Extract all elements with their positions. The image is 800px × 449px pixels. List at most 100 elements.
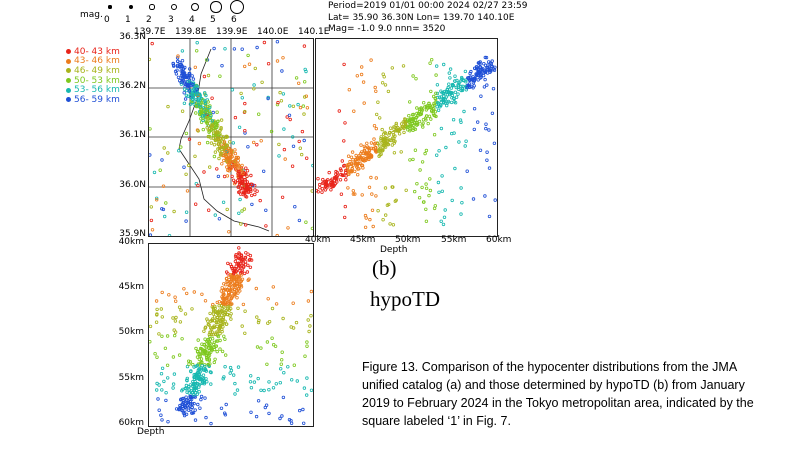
hypocenter-point <box>202 110 206 114</box>
hypocenter-point <box>249 173 253 178</box>
hypocenter-point <box>367 147 372 152</box>
hypocenter-point <box>455 78 459 83</box>
hypocenter-point <box>344 170 348 175</box>
hypocenter-point <box>379 135 383 139</box>
hypocenter-point <box>149 205 153 209</box>
hypocenter-point <box>187 89 191 93</box>
hypocenter-point <box>431 109 436 113</box>
hypocenter-point <box>191 393 196 397</box>
hypocenter-point <box>456 87 461 91</box>
hypocenter-point <box>249 193 254 198</box>
hypocenter-point <box>421 121 425 125</box>
hypocenter-point <box>460 200 464 205</box>
hypocenter-point <box>227 275 231 280</box>
hypocenter-point <box>285 115 289 119</box>
hypocenter-point <box>456 92 460 96</box>
hypocenter-point <box>232 284 237 288</box>
hypocenter-point <box>238 197 242 202</box>
hypocenter-point <box>462 78 466 83</box>
hypocenter-point <box>254 414 259 419</box>
hypocenter-point <box>246 145 250 149</box>
hypocenter-point <box>360 193 364 197</box>
hypocenter-point <box>373 146 377 150</box>
hypocenter-point <box>217 300 221 304</box>
legend-entry: 50- 53 km <box>66 76 120 86</box>
hypocenter-point <box>376 208 380 213</box>
hypocenter-point <box>191 81 195 85</box>
hypocenter-point <box>444 145 448 150</box>
magnitude-scale-circle <box>129 5 133 9</box>
hypocenter-point <box>393 134 397 138</box>
hypocenter-point <box>235 274 240 278</box>
hypocenter-point <box>211 302 215 307</box>
hypocenter-point <box>211 342 216 346</box>
hypocenter-point <box>219 289 223 293</box>
hypocenter-point <box>208 165 212 169</box>
hypocenter-point <box>277 142 281 147</box>
hypocenter-point <box>245 270 250 274</box>
hypocenter-point <box>320 190 324 194</box>
hypocenter-point <box>188 95 193 99</box>
hypocenter-point <box>243 177 247 182</box>
hypocenter-point <box>421 125 425 129</box>
hypocenter-point <box>262 40 267 45</box>
hypocenter-point <box>234 165 238 169</box>
hypocenter-point <box>354 153 358 158</box>
hypocenter-point <box>369 155 374 159</box>
hypocenter-point <box>241 192 245 197</box>
hypocenter-point <box>202 329 206 333</box>
hypocenter-point <box>333 181 338 186</box>
hypocenter-point <box>242 271 247 276</box>
hypocenter-point <box>160 207 164 211</box>
hypocenter-point <box>224 402 228 407</box>
hypocenter-point <box>306 299 311 303</box>
hypocenter-point <box>179 308 183 312</box>
hypocenter-point <box>490 111 495 115</box>
hypocenter-point <box>249 410 253 414</box>
hypocenter-point <box>350 150 355 154</box>
hypocenter-point <box>485 83 489 87</box>
legend-label: 40- 43 km <box>74 46 120 57</box>
hypocenter-point <box>305 340 309 344</box>
hypocenter-point <box>205 357 210 362</box>
hypocenter-point <box>191 77 196 81</box>
hypocenter-point <box>195 371 200 375</box>
hypocenter-point <box>369 175 373 180</box>
hypocenter-point <box>281 56 285 60</box>
hypocenter-point <box>229 302 233 306</box>
hypocenter-point <box>197 92 201 96</box>
hypocenter-point <box>399 126 403 130</box>
hypocenter-point <box>175 68 179 72</box>
hypocenter-point <box>212 360 216 365</box>
hypocenter-point <box>233 148 237 152</box>
hypocenter-point <box>488 68 493 72</box>
hypocenter-point <box>204 115 209 120</box>
hypocenter-point <box>415 106 419 110</box>
hypocenter-point <box>177 407 181 411</box>
hypocenter-point <box>271 285 275 289</box>
hypocenter-point <box>259 346 263 350</box>
hypocenter-point <box>216 142 220 146</box>
magnitude-label: mag. <box>80 10 103 20</box>
legend-swatch <box>66 87 71 93</box>
hypocenter-point <box>446 90 450 94</box>
hypocenter-point <box>440 189 444 193</box>
hypocenter-point <box>250 202 254 207</box>
hypocenter-point <box>460 88 465 93</box>
hypocenter-point <box>468 78 472 82</box>
hypocenter-point <box>211 133 216 137</box>
hypocenter-point <box>453 166 457 171</box>
hypocenter-point <box>476 67 480 71</box>
hypocenter-point <box>182 165 186 169</box>
hypocenter-point <box>191 82 195 87</box>
hypocenter-point <box>228 299 232 303</box>
hypocenter-point <box>468 71 472 76</box>
hypocenter-point <box>421 101 426 105</box>
hypocenter-point <box>444 95 449 99</box>
hypocenter-point <box>220 162 224 166</box>
hypocenter-point <box>206 100 210 104</box>
hypocenter-point <box>423 151 427 156</box>
hypocenter-point <box>229 368 234 373</box>
hypocenter-point <box>487 128 491 132</box>
hypocenter-point <box>208 337 212 341</box>
